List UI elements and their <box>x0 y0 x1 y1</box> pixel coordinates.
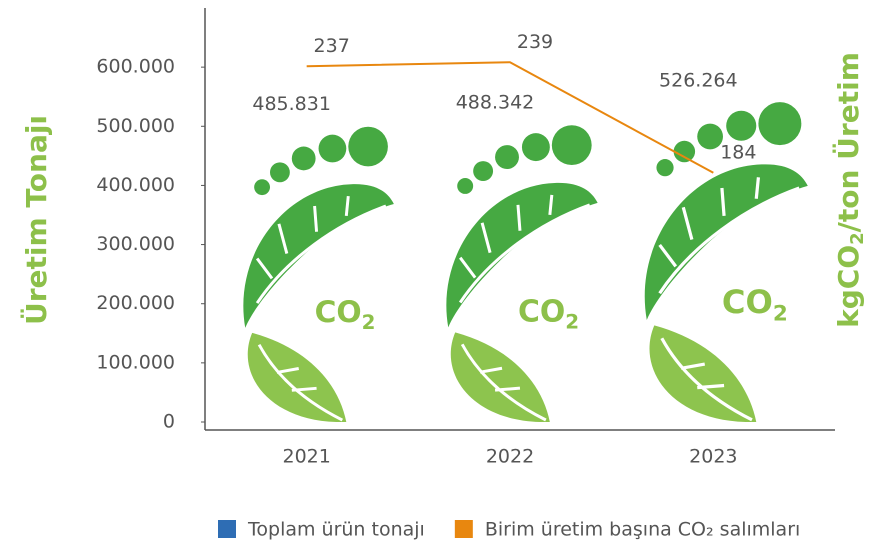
pictogram-text-sub: 2 <box>773 302 788 327</box>
chart: Üretim Tonajı kgCO2/ton Üretim 0100.0002… <box>0 0 878 549</box>
footprint-bar: CO2 <box>446 125 597 422</box>
toe <box>319 135 347 163</box>
toe <box>495 145 519 169</box>
pictogram-text-sub: 2 <box>362 310 376 333</box>
toe <box>674 141 695 162</box>
toe <box>473 161 493 181</box>
pictogram-text-sub: 2 <box>565 310 579 333</box>
y-tick-label: 300.000 <box>96 233 175 255</box>
y-tick-label: 500.000 <box>96 115 175 137</box>
line-value-label: 237 <box>314 35 350 57</box>
value-label: 526.264 <box>659 69 738 91</box>
toe <box>726 111 756 141</box>
y-axis-title: Üretim Tonajı <box>19 115 53 325</box>
heel <box>248 333 347 422</box>
y2-axis-title: kgCO2/ton Üretim <box>831 52 868 328</box>
toe <box>457 178 473 194</box>
y2-title-sub: 2 <box>847 232 868 245</box>
toe <box>254 179 270 195</box>
heel <box>451 332 550 422</box>
value-label: 485.831 <box>252 93 331 115</box>
toe <box>656 159 673 176</box>
legend-label: Toplam ürün tonajı <box>247 519 425 541</box>
value-label: 488.342 <box>456 92 535 114</box>
toe <box>348 127 388 167</box>
toe <box>697 124 723 150</box>
pictogram-text: CO2 <box>315 295 376 334</box>
footprint-bar: CO2 <box>243 127 394 422</box>
legend-swatch <box>455 520 473 538</box>
heel <box>649 325 756 422</box>
toe <box>758 102 801 145</box>
toe <box>270 162 290 182</box>
x-tick-label: 2022 <box>486 446 534 468</box>
legend-swatch <box>218 520 236 538</box>
pictogram-text-main: CO <box>722 283 773 321</box>
x-tick-label: 2023 <box>689 446 737 468</box>
y2-title-part: /ton Üretim <box>831 52 865 232</box>
line-value-label: 184 <box>720 141 756 163</box>
toe <box>552 125 592 165</box>
line-value-label: 239 <box>517 31 553 53</box>
y2-title-part: kgCO <box>832 245 865 328</box>
y-tick-label: 400.000 <box>96 174 175 196</box>
pictogram-text: CO2 <box>518 294 579 333</box>
y-tick-label: 200.000 <box>96 292 175 314</box>
pictogram-text: CO2 <box>722 283 788 327</box>
pictogram-text-main: CO <box>315 295 362 330</box>
toe <box>522 133 550 161</box>
legend-label: Birim üretim başına CO₂ salımları <box>485 519 800 541</box>
pictogram-text-main: CO <box>518 294 565 329</box>
y-tick-label: 0 <box>163 411 175 433</box>
x-tick-label: 2021 <box>282 446 330 468</box>
y-tick-label: 600.000 <box>96 56 175 78</box>
toe <box>292 147 316 171</box>
y-tick-label: 100.000 <box>96 351 175 373</box>
